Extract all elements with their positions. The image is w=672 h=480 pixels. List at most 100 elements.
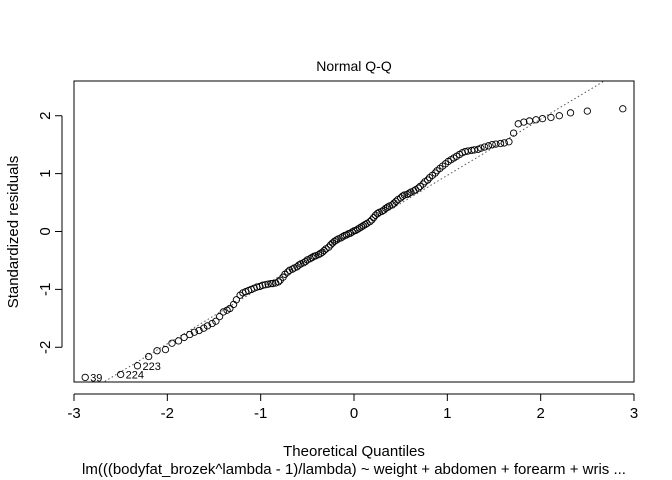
data-point — [583, 107, 591, 115]
data-point — [306, 255, 314, 263]
data-point — [215, 312, 224, 321]
data-point — [308, 253, 316, 262]
y-tick-label: -2 — [37, 341, 54, 354]
x-tick-label: 0 — [350, 405, 358, 422]
data-point — [348, 228, 356, 236]
data-point — [226, 304, 234, 313]
data-point — [168, 339, 176, 347]
y-tick-label: -1 — [37, 283, 54, 296]
data-point — [619, 105, 627, 113]
outlier-label: 223 — [142, 361, 160, 373]
data-point — [505, 138, 513, 146]
data-point — [481, 143, 489, 151]
data-point — [258, 281, 267, 289]
outlier-label: 224 — [126, 369, 144, 381]
data-point — [81, 373, 89, 382]
data-point — [477, 144, 485, 152]
data-point — [368, 216, 376, 224]
data-point — [369, 213, 378, 222]
data-point — [359, 222, 367, 230]
data-point — [547, 113, 555, 122]
data-point — [355, 224, 364, 232]
data-point — [398, 192, 407, 200]
x-axis: -3 -2 -1 0 1 2 3 — [67, 393, 638, 422]
data-point — [330, 237, 339, 245]
data-point — [366, 218, 374, 226]
x-tick-label: -1 — [254, 405, 267, 422]
data-point — [383, 203, 392, 211]
y-tick-label: 2 — [37, 112, 54, 120]
data-point — [190, 328, 199, 336]
y-tick-label: 0 — [37, 227, 54, 235]
data-point — [332, 236, 340, 244]
data-point — [500, 139, 508, 147]
data-point — [200, 324, 208, 332]
data-point — [186, 330, 194, 339]
data-point — [325, 243, 333, 251]
data-point — [314, 251, 323, 259]
x-tick-label: 1 — [443, 405, 451, 422]
data-point — [400, 191, 409, 199]
data-point — [208, 319, 216, 328]
data-point — [346, 229, 354, 237]
model-formula-subtitle: lm(((bodyfat_brozek^lambda - 1)/lambda) … — [82, 461, 626, 478]
data-point — [339, 233, 347, 241]
data-point — [390, 199, 398, 207]
data-point — [419, 180, 427, 188]
data-point — [509, 129, 518, 137]
data-point — [219, 308, 227, 316]
data-point — [342, 231, 351, 239]
y-axis-label: Standardized residuals — [5, 156, 22, 309]
data-point — [117, 370, 125, 379]
chart-title: Normal Q-Q — [316, 58, 392, 74]
data-point — [203, 322, 212, 330]
data-point — [532, 116, 540, 124]
data-point — [538, 114, 547, 123]
data-point — [232, 296, 241, 304]
data-point — [229, 300, 238, 309]
data-point — [484, 142, 493, 150]
data-point — [382, 204, 390, 212]
data-point — [431, 169, 439, 177]
data-point — [405, 189, 413, 197]
data-point — [414, 184, 423, 192]
data-point — [337, 234, 345, 242]
data-point — [496, 139, 505, 148]
data-point — [174, 337, 183, 345]
plot-frame — [73, 80, 635, 383]
data-point — [180, 333, 188, 342]
data-point — [373, 209, 381, 218]
data-point — [267, 279, 275, 288]
x-tick-label: -2 — [161, 405, 174, 422]
reference-line — [102, 81, 606, 382]
x-tick-label: 2 — [536, 405, 544, 422]
data-point — [555, 112, 563, 120]
data-point — [424, 176, 432, 184]
data-point — [352, 226, 360, 234]
data-point — [566, 109, 575, 117]
data-point — [274, 278, 283, 286]
x-tick-label: -3 — [67, 405, 80, 422]
data-point — [392, 197, 400, 206]
data-point — [145, 352, 153, 361]
y-axis: -2 -1 0 1 2 — [37, 112, 63, 354]
data-point — [488, 141, 496, 149]
x-tick-label: 3 — [630, 405, 638, 422]
data-point — [133, 362, 142, 370]
data-point — [403, 190, 411, 199]
data-point — [357, 223, 366, 231]
data-point — [520, 118, 528, 126]
data-point — [264, 280, 272, 288]
data-point — [320, 246, 328, 255]
data-point — [470, 146, 479, 154]
data-point — [161, 345, 170, 354]
data-point — [295, 261, 303, 269]
outlier-label: 39 — [90, 372, 102, 384]
data-point — [261, 281, 269, 289]
data-point — [212, 317, 220, 325]
data-point — [195, 326, 203, 335]
x-axis-label: Theoretical Quantiles — [283, 443, 425, 460]
data-point — [288, 265, 297, 273]
